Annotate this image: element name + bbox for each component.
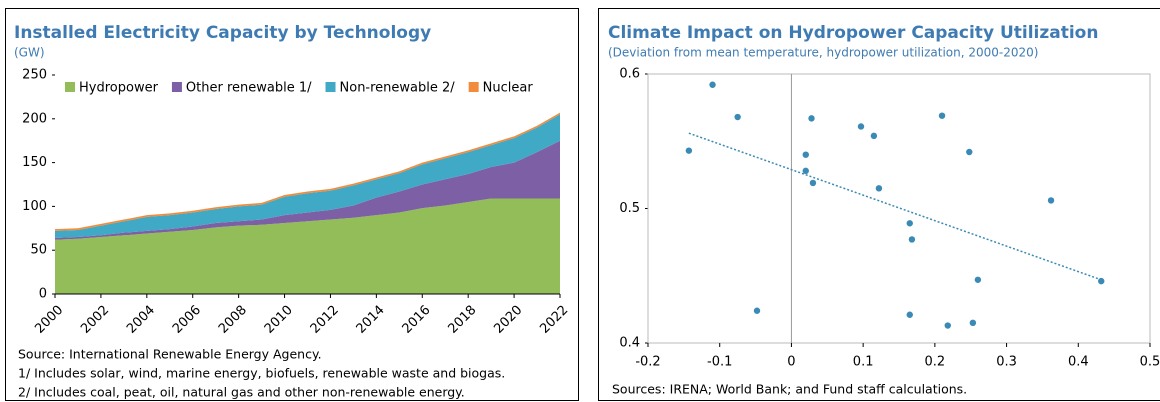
- note: Sources: IRENA; World Bank; and Fund sta…: [612, 382, 967, 397]
- x-tick-label: 2020: [491, 303, 525, 337]
- y-tick-label: 150: [22, 155, 47, 170]
- panel-border: [598, 8, 1160, 401]
- x-tick-label: 0: [787, 355, 795, 370]
- legend-swatch: [65, 82, 75, 92]
- chart-subtitle: (GW): [14, 46, 45, 60]
- x-tick-label: 2014: [354, 303, 388, 337]
- point: [753, 307, 761, 314]
- point: [857, 123, 865, 130]
- legend-swatch: [171, 82, 182, 92]
- plot-frame: [647, 73, 1151, 344]
- legend-swatch: [325, 82, 336, 92]
- x-tick-label: 0.4: [1068, 355, 1089, 370]
- x-tick-label: -0.2: [635, 355, 660, 370]
- point: [808, 115, 815, 122]
- point: [908, 236, 916, 243]
- point: [938, 112, 946, 119]
- area: [55, 140, 560, 240]
- point: [944, 322, 951, 329]
- note: 1/ Includes solar, wind, marine energy, …: [18, 366, 505, 381]
- y-tick-label: 0.5: [619, 201, 640, 216]
- legend-label: Non-renewable 2/: [340, 81, 456, 96]
- x-tick-label: 2006: [170, 303, 204, 337]
- point: [974, 276, 982, 283]
- trend-line: [688, 132, 1102, 281]
- point: [709, 81, 716, 88]
- y-tick-label: 200: [22, 111, 47, 126]
- y-tick-label: 0.4: [619, 336, 640, 351]
- point: [1047, 197, 1055, 204]
- x-tick-label: 2008: [216, 303, 250, 337]
- x-tick-label: 2018: [445, 303, 479, 337]
- point: [734, 113, 741, 121]
- y-tick-label: 0: [39, 287, 47, 302]
- point: [875, 185, 883, 192]
- x-tick-label: 2004: [124, 303, 158, 337]
- x-tick-label: 2022: [537, 303, 571, 337]
- area: [55, 114, 560, 238]
- x-tick-label: 0.5: [1140, 355, 1160, 370]
- point: [969, 319, 977, 327]
- y-tick-label: 250: [22, 68, 47, 83]
- point: [802, 167, 809, 175]
- legend-label: Other renewable 1/: [186, 81, 312, 96]
- panel-border: [5, 8, 579, 401]
- x-tick-label: -0.1: [707, 355, 732, 370]
- x-tick-label: 0.1: [853, 355, 874, 370]
- point: [966, 148, 973, 156]
- legend-label: Nuclear: [483, 81, 534, 96]
- point: [685, 147, 693, 154]
- y-tick-label: 100: [22, 199, 47, 214]
- x-tick-label: 2016: [400, 303, 434, 337]
- y-tick-label: 0.6: [619, 67, 640, 82]
- point: [906, 220, 913, 227]
- note: 2/ Includes coal, peat, oil, natural gas…: [18, 385, 465, 400]
- x-tick-label: 2000: [32, 303, 66, 337]
- x-tick-label: 0.3: [996, 355, 1017, 370]
- chart-title: Climate Impact on Hydropower Capacity Ut…: [608, 23, 1098, 43]
- chart-title: Installed Electricity Capacity by Techno…: [14, 23, 431, 43]
- note: Source: International Renewable Energy A…: [18, 347, 322, 362]
- legend-label: Hydropower: [79, 81, 159, 96]
- point: [906, 311, 913, 318]
- x-tick-label: 2012: [308, 303, 342, 337]
- y-tick-label: 50: [30, 243, 47, 258]
- area: [55, 198, 560, 294]
- point: [802, 151, 809, 158]
- chart-subtitle: (Deviation from mean temperature, hydrop…: [608, 46, 1038, 60]
- x-tick-label: 2002: [78, 303, 112, 337]
- legend-swatch: [468, 82, 479, 92]
- point: [870, 132, 878, 140]
- x-tick-label: 0.2: [925, 355, 946, 370]
- x-tick-label: 2010: [262, 303, 296, 337]
- point: [809, 179, 817, 187]
- point: [1098, 277, 1105, 285]
